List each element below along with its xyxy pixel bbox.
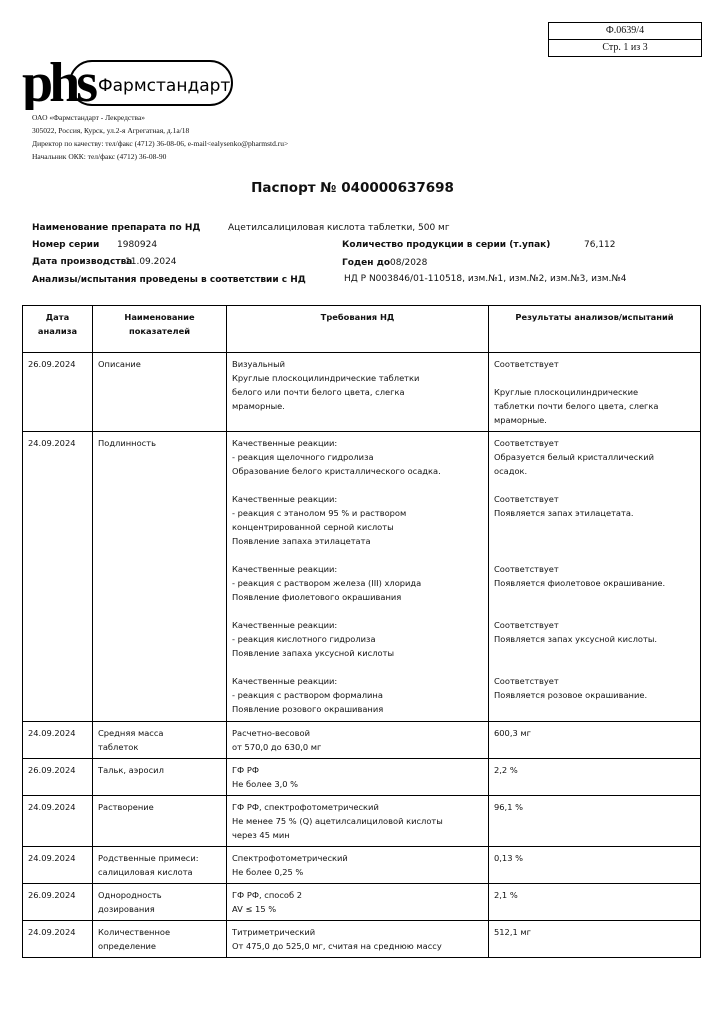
qty-value: 76,112	[584, 240, 616, 250]
cell-indicator: Родственные примеси: салициловая кислота	[92, 846, 227, 884]
cell-requirement: ГФ РФ Не более 3,0 %	[226, 758, 489, 796]
table-header: Дата анализа Наименование показателей Тр…	[22, 305, 701, 353]
cell-date: 26.09.2024	[22, 883, 93, 921]
cell-result: 2,2 %	[488, 758, 701, 796]
nd-label: Анализы/испытания проведены в соответств…	[32, 275, 306, 285]
cell-result: 600,3 мг	[488, 721, 701, 759]
series-value: 1980924	[117, 240, 158, 250]
header-date: Дата анализа	[22, 305, 93, 353]
analysis-table: Дата анализа Наименование показателей Тр…	[22, 305, 701, 958]
cell-result: 2,1 %	[488, 883, 701, 921]
expiry-label: Годен до	[342, 258, 391, 268]
header-indicator: Наименование показателей	[92, 305, 227, 353]
cell-date: 24.09.2024	[22, 721, 93, 759]
cell-date: 24.09.2024	[22, 846, 93, 884]
cell-date: 24.09.2024	[22, 795, 93, 847]
qc-head-contact: Начальник ОКК: тел/факс (4712) 36-08-90	[32, 152, 167, 161]
cell-date: 26.09.2024	[22, 758, 93, 796]
company-name: ОАО «Фармстандарт - Лекредства»	[32, 113, 146, 122]
cell-result: 0,13 %	[488, 846, 701, 884]
name-label: Наименование препарата по НД	[32, 223, 201, 233]
company-address: 305022, Россия, Курск, ул.2-я Агрегатная…	[32, 126, 190, 135]
cell-result: Соответствует Образуется белый кристалли…	[488, 431, 701, 722]
table-row: 24.09.2024 Средняя масса таблеток Расчетно…	[22, 721, 701, 759]
prod-date-label: Дата производства	[32, 257, 133, 267]
cell-requirement: Титриметрический От 475,0 до 525,0 мг, с…	[226, 920, 489, 958]
cell-indicator: Средняя масса таблеток	[92, 721, 227, 759]
svg-text:Фармстандарт: Фармстандарт	[98, 76, 230, 96]
cell-result: 96,1 %	[488, 795, 701, 847]
cell-requirement: Спектрофотометрический Не более 0,25 %	[226, 846, 489, 884]
cell-date: 24.09.2024	[22, 431, 93, 722]
form-code-box: Ф.0639/4 Стр. 1 из 3	[548, 22, 702, 57]
table-row: 26.09.2024 Тальк, аэросил ГФ РФ Не более 3…	[22, 758, 701, 796]
company-info: ОАО «Фармстандарт - Лекредства» 305022, …	[32, 111, 288, 163]
table-row: 26.09.2024 Однородность дозирования ГФ РФ,…	[22, 883, 701, 921]
nd-value: НД Р N003846/01-110518, изм.№1, изм.№2, …	[344, 274, 627, 284]
table-row: 24.09.2024 Родственные примеси: салицилов…	[22, 846, 701, 884]
cell-indicator: Подлинность	[92, 431, 227, 722]
table-row: 24.09.2024 Растворение ГФ РФ, спектрофотом…	[22, 795, 701, 847]
form-code: Ф.0639/4	[605, 25, 645, 36]
cell-indicator: Количественное определение	[92, 920, 227, 958]
page-number: Стр. 1 из 3	[549, 39, 701, 56]
cell-requirement: Расчетно-весовой от 570,0 до 630,0 мг	[226, 721, 489, 759]
cell-result: 512,1 мг	[488, 920, 701, 958]
cell-date: 24.09.2024	[22, 920, 93, 958]
prod-date-value: 11.09.2024	[125, 257, 177, 267]
cell-requirement: Качественные реакции: - реакция щелочног…	[226, 431, 489, 722]
table-row: 26.09.2024 Описание Визуальный Круглые пло…	[22, 352, 701, 432]
qty-label: Количество продукции в серии (т.упак)	[342, 240, 551, 250]
expiry-value: 08/2028	[390, 258, 428, 268]
series-label: Номер серии	[32, 240, 100, 250]
cell-requirement: ГФ РФ, спектрофотометрический Не менее 7…	[226, 795, 489, 847]
cell-date: 26.09.2024	[22, 352, 93, 432]
cell-indicator: Тальк, аэросил	[92, 758, 227, 796]
quality-director-contact: Директор по качеству: тел/факс (4712) 36…	[32, 139, 289, 148]
cell-indicator: Описание	[92, 352, 227, 432]
cell-requirement: Визуальный Круглые плоскоцилиндрические …	[226, 352, 489, 432]
header-requirements: Требования НД	[226, 305, 489, 353]
page-title: Паспорт № 040000637698	[251, 180, 454, 196]
svg-text:phs: phs	[22, 55, 97, 110]
cell-indicator: Растворение	[92, 795, 227, 847]
table-row: 24.09.2024 Количественное определение Титр…	[22, 920, 701, 958]
name-value: Ацетилсалициловая кислота таблетки, 500 …	[228, 223, 450, 233]
header-results: Результаты анализов/испытаний	[488, 305, 701, 353]
cell-indicator: Однородность дозирования	[92, 883, 227, 921]
table-row: 24.09.2024 Подлинность Качественные реакци…	[22, 431, 701, 722]
company-logo: phs Фармстандарт	[22, 55, 233, 110]
cell-result: Соответствует Круглые плоскоцилиндрическ…	[488, 352, 701, 432]
cell-requirement: ГФ РФ, способ 2 AV ≤ 15 %	[226, 883, 489, 921]
